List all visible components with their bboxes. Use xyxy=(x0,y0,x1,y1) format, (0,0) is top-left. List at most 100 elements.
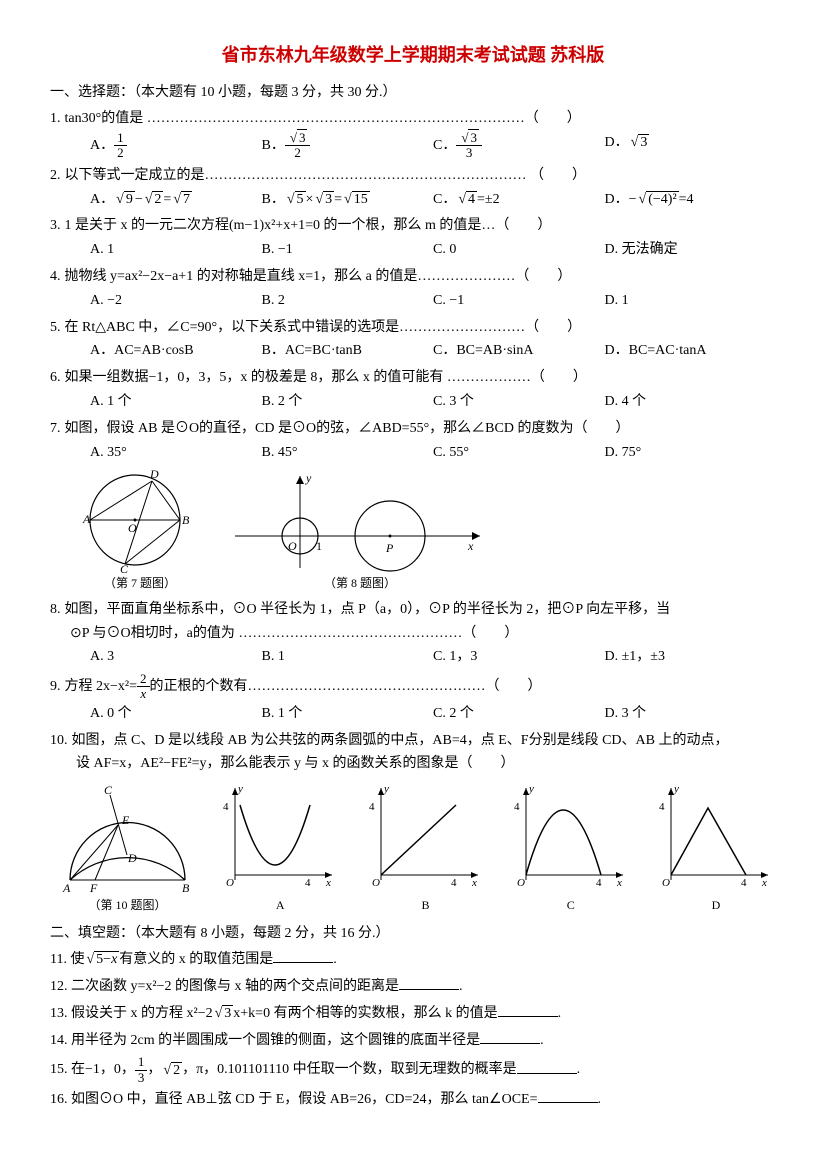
svg-text:A: A xyxy=(62,881,71,895)
svg-text:4: 4 xyxy=(369,801,375,813)
q7-text: 如图，假设 AB 是⊙O的直径，CD 是⊙O的弦，∠ABD=55°，那么∠BCD… xyxy=(65,417,777,441)
q1-opt-b: B．32 xyxy=(262,131,434,161)
svg-text:D: D xyxy=(149,468,159,481)
q10-opt-fig-a: O y x 4 4 A xyxy=(220,780,340,915)
question-10: 10. 如图，点 C、D 是以线段 AB 为公共弦的两条圆弧的中点，AB=4，点… xyxy=(50,729,776,916)
svg-text:A: A xyxy=(82,512,91,526)
q9-opt-c: C. 2 个 xyxy=(433,702,605,726)
q10-num: 10. xyxy=(50,729,68,753)
q6-opt-c: C. 3 个 xyxy=(433,390,605,414)
q2-opt-c: C．4=±2 xyxy=(433,188,605,212)
svg-text:O: O xyxy=(288,539,297,553)
svg-text:x: x xyxy=(616,877,622,889)
question-16: 16. 如图⊙O 中，直径 AB⊥弦 CD 于 E，假设 AB=26，CD=24… xyxy=(50,1088,776,1112)
q4-opt-c: C. −1 xyxy=(433,289,605,313)
question-1: 1. tan30°的值是 ………………………………………………………………………… xyxy=(50,107,776,160)
question-5: 5. 在 Rt△ABC 中，∠C=90°，以下关系式中错误的选项是…………………… xyxy=(50,316,776,364)
q7-opt-d: D. 75° xyxy=(605,441,777,465)
svg-text:x: x xyxy=(325,877,331,889)
svg-text:x: x xyxy=(761,877,767,889)
q7-opt-c: C. 55° xyxy=(433,441,605,465)
question-8: 8. 如图，平面直角坐标系中，⊙O 半径长为 1，点 P（a，0），⊙P 的半径… xyxy=(50,598,776,669)
q6-opt-b: B. 2 个 xyxy=(262,390,434,414)
q8-num: 8. xyxy=(50,598,61,622)
question-14: 14. 用半径为 2cm 的半圆围成一个圆锥的侧面，这个圆锥的底面半径是. xyxy=(50,1029,776,1053)
q1-opt-a: A．12 xyxy=(90,131,262,161)
svg-text:4: 4 xyxy=(741,877,747,889)
svg-text:C: C xyxy=(104,783,113,797)
question-12: 12. 二次函数 y=x²−2 的图像与 x 轴的两个交点间的距离是. xyxy=(50,975,776,999)
q4-opt-a: A. −2 xyxy=(90,289,262,313)
page-title: 省市东林九年级数学上学期期末考试试题 苏科版 xyxy=(50,40,776,71)
section-2-heading: 二、填空题：（本大题有 8 小题，每题 2 分，共 16 分.） xyxy=(50,922,776,946)
question-11: 11. 使5−x有意义的 x 的取值范围是. xyxy=(50,948,776,972)
q3-num: 3. xyxy=(50,214,61,238)
svg-text:4: 4 xyxy=(596,877,602,889)
svg-text:F: F xyxy=(89,881,98,895)
q5-opt-d: D．BC=AC·tanA xyxy=(605,339,777,363)
q10-caption: （第 10 题图） xyxy=(60,895,195,915)
q8-text2: ⊙P 与⊙O相切时，a的值为 …………………………………………（ ） xyxy=(70,622,776,646)
svg-text:O: O xyxy=(372,877,380,889)
svg-text:O: O xyxy=(226,877,234,889)
svg-text:y: y xyxy=(383,783,389,795)
question-6: 6. 如果一组数据−1，0，3，5，x 的极差是 8，那么 x 的值可能有 ……… xyxy=(50,366,776,414)
q5-num: 5. xyxy=(50,316,61,340)
q3-opt-a: A. 1 xyxy=(90,238,262,262)
q10-label-b: B xyxy=(366,895,486,915)
q8-opt-a: A. 3 xyxy=(90,645,262,669)
svg-text:1: 1 xyxy=(316,539,322,553)
question-9: 9. 方程 2x−x²=2x的正根的个数有……………………………………………（ … xyxy=(50,672,776,725)
question-7: 7. 如图，假设 AB 是⊙O的直径，CD 是⊙O的弦，∠ABD=55°，那么∠… xyxy=(50,417,776,594)
q1-text: tan30°的值是 ………………………………………………………………………（ ） xyxy=(65,107,777,131)
svg-text:4: 4 xyxy=(451,877,457,889)
q10-label-c: C xyxy=(511,895,631,915)
q4-opt-d: D. 1 xyxy=(605,289,777,313)
svg-text:4: 4 xyxy=(223,801,229,813)
q4-opt-b: B. 2 xyxy=(262,289,434,313)
q8-opt-b: B. 1 xyxy=(262,645,434,669)
svg-text:B: B xyxy=(182,881,190,895)
q10-label-d: D xyxy=(656,895,776,915)
q3-text: 1 是关于 x 的一元二次方程(m−1)x²+x+1=0 的一个根，那么 m 的… xyxy=(65,214,777,238)
q1-opt-d: D．3 xyxy=(605,131,777,161)
q10-text1: 如图，点 C、D 是以线段 AB 为公共弦的两条圆弧的中点，AB=4，点 E、F… xyxy=(72,729,777,753)
svg-text:x: x xyxy=(471,877,477,889)
q6-opt-a: A. 1 个 xyxy=(90,390,262,414)
svg-text:O: O xyxy=(517,877,525,889)
svg-text:y: y xyxy=(673,783,679,795)
q10-opt-fig-b: O y x 4 4 B xyxy=(366,780,486,915)
q9-opt-b: B. 1 个 xyxy=(262,702,434,726)
q7-num: 7. xyxy=(50,417,61,441)
q8-opt-d: D. ±1，±3 xyxy=(605,645,777,669)
svg-text:B: B xyxy=(182,513,190,527)
q10-figure-main: A F B C E D （第 10 题图） xyxy=(60,780,195,915)
q8-caption: （第 8 题图） xyxy=(230,573,490,593)
svg-text:O: O xyxy=(128,521,137,535)
q6-text: 如果一组数据−1，0，3，5，x 的极差是 8，那么 x 的值可能有 ……………… xyxy=(65,366,777,390)
q7-caption: （第 7 题图） xyxy=(80,573,200,593)
q3-opt-c: C. 0 xyxy=(433,238,605,262)
svg-text:D: D xyxy=(127,851,137,865)
question-4: 4. 抛物线 y=ax²−2x−a+1 的对称轴是直线 x=1，那么 a 的值是… xyxy=(50,265,776,313)
svg-text:O: O xyxy=(662,877,670,889)
svg-text:C: C xyxy=(120,562,129,573)
q10-opt-fig-c: O y x 4 4 C xyxy=(511,780,631,915)
svg-text:4: 4 xyxy=(305,877,311,889)
q2-text: 以下等式一定成立的是…………………………………………………………… （ ） xyxy=(65,164,777,188)
question-13: 13. 假设关于 x 的方程 x²−23x+k=0 有两个相等的实数根，那么 k… xyxy=(50,1002,776,1026)
q2-opt-b: B．5×3=15 xyxy=(262,188,434,212)
q5-opt-c: C．BC=AB·sinA xyxy=(433,339,605,363)
question-15: 15. 在−1，0，13，2，π，0.101101110 中任取一个数，取到无理… xyxy=(50,1055,776,1085)
q10-opt-fig-d: O y x 4 4 D xyxy=(656,780,776,915)
q10-label-a: A xyxy=(220,895,340,915)
question-3: 3. 1 是关于 x 的一元二次方程(m−1)x²+x+1=0 的一个根，那么 … xyxy=(50,214,776,262)
q4-num: 4. xyxy=(50,265,61,289)
q5-text: 在 Rt△ABC 中，∠C=90°，以下关系式中错误的选项是………………………（… xyxy=(65,316,777,340)
svg-text:x: x xyxy=(467,539,474,553)
q5-opt-a: A．AC=AB·cosB xyxy=(90,339,262,363)
q9-opt-a: A. 0 个 xyxy=(90,702,262,726)
svg-text:E: E xyxy=(121,813,130,827)
q9-opt-d: D. 3 个 xyxy=(605,702,777,726)
q8-text1: 如图，平面直角坐标系中，⊙O 半径长为 1，点 P（a，0），⊙P 的半径长为 … xyxy=(65,598,777,622)
